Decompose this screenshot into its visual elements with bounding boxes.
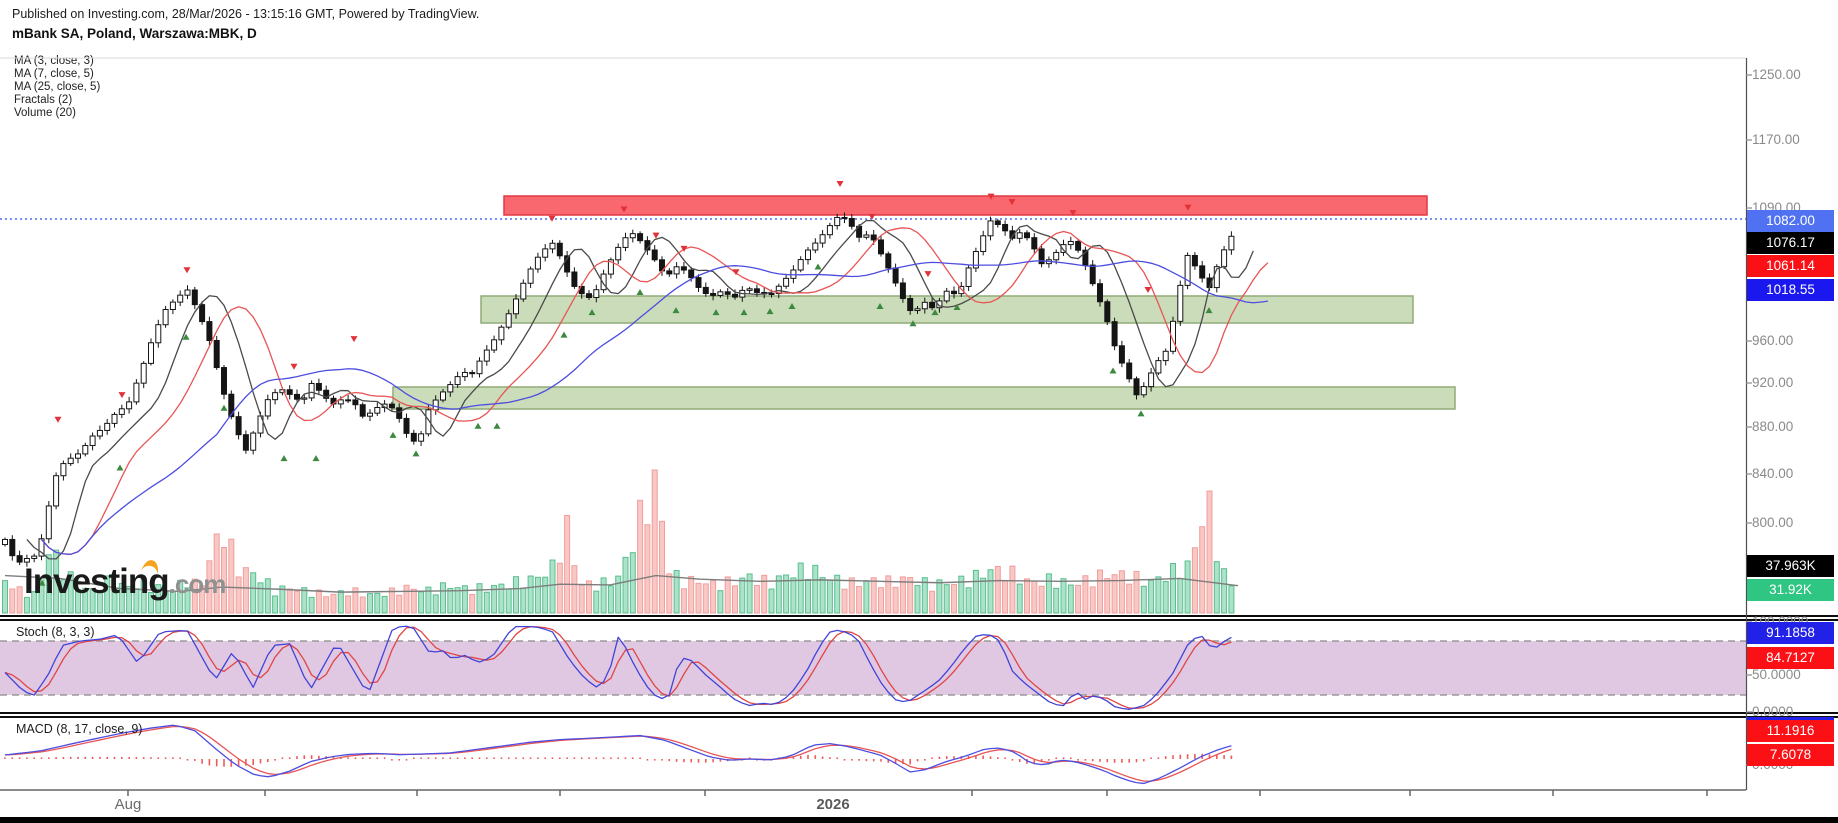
price-tick-label: 880.00 [1752,419,1794,434]
stoch-d-label: 84.7127 [1747,647,1834,669]
fractal-down-icon [412,450,420,457]
fractal-down-icon [1109,367,1117,374]
price-tick-label: 960.00 [1752,333,1794,348]
price-tick-label: 1170.00 [1752,132,1800,147]
ma25-price-label: 1018.55 [1747,279,1834,301]
fractal-up-icon [183,267,191,274]
fractal-down-icon [766,308,774,315]
volume-bars-group [2,469,1235,614]
price-tick-label: 50.0000 [1752,667,1801,682]
fractal-down-icon [220,404,228,411]
fractal-down-icon [740,309,748,316]
fractals-group [38,181,1213,586]
stoch-panel-label[interactable]: Stoch (8, 3, 3) [16,625,95,639]
price-tick-label: 0.0000 [1752,704,1794,719]
investing-logo-suffix: .com [168,569,227,599]
fractal-up-icon [290,363,298,370]
ma7-price-label: 1061.14 [1747,255,1834,277]
bottom-border-bar [0,817,1838,823]
fractal-down-icon [38,579,46,586]
macd-signal-label: 7.6078 [1747,744,1834,766]
volume-ma-label: 37.963K [1747,555,1834,577]
price-tick-label: 920.00 [1752,375,1794,390]
candles-group [2,212,1235,567]
published-line: Published on Investing.com, 28/Mar/2026 … [12,7,480,21]
fractal-down-icon [953,304,961,311]
fractal-up-icon [620,206,628,213]
price-tick-label: 840.00 [1752,466,1794,481]
time-axis-label: 2026 [816,796,850,813]
fractal-down-icon [280,455,288,462]
resistance-zone [503,195,1428,216]
price-tick-label: 800.00 [1752,515,1794,530]
fractal-down-icon [814,263,822,270]
ma-lines-group [26,219,1269,560]
fractal-down-icon [474,422,482,429]
volume-ma-line [4,574,1239,593]
stoch-lines-group [4,625,1232,710]
time-axis-label: Aug [114,796,142,813]
price-tick-label: 1250.00 [1752,67,1801,82]
fractal-up-icon [1008,199,1016,206]
stoch-k-label: 91.1858 [1747,622,1834,644]
fractal-down-icon [588,309,596,316]
investing-logo-text: Investing [24,562,170,601]
fractal-down-icon [636,289,644,296]
fractal-down-icon [1137,410,1145,417]
legend-item-fractals[interactable]: Fractals (2) [14,94,73,106]
fractal-down-icon [672,307,680,314]
fractal-up-icon [1069,210,1077,217]
fractal-up-icon [1184,204,1192,211]
fractal-up-icon [868,213,876,220]
macd-lines-group [4,724,1232,785]
fractal-up-icon [118,392,126,399]
chart-title: mBank SA, Poland, Warszawa:MBK, D [12,26,257,41]
fractal-down-icon [1205,307,1213,314]
macd-line-label: 11.1916 [1747,720,1834,742]
fractal-up-icon [732,269,740,276]
zones-group [392,195,1456,410]
fractal-down-icon [931,309,939,316]
fractal-down-icon [712,309,720,316]
investing-watermark: Investing.com [24,558,227,602]
legend-item-ma25[interactable]: MA (25, close, 5) [14,81,101,93]
fractal-down-icon [560,331,568,338]
fractal-up-icon [1144,286,1152,293]
alert-price-label: 1082.00 [1747,210,1834,232]
fractal-up-icon [924,271,932,278]
fractal-down-icon [116,464,124,471]
fractal-up-icon [548,215,556,222]
fractal-down-icon [909,320,917,327]
macd-panel-label[interactable]: MACD (8, 17, close, 9) [16,722,143,736]
support-zone [392,386,1456,410]
fractal-up-icon [836,181,844,188]
fractal-down-icon [788,303,796,310]
fractal-up-icon [680,245,688,252]
fractal-down-icon [312,455,320,462]
legend-item-ma7[interactable]: MA (7, close, 5) [14,68,94,80]
fractal-up-icon [350,336,358,343]
fractal-up-icon [54,416,62,423]
fractal-up-icon [987,193,995,200]
fractal-up-icon [652,232,660,239]
ma3-price-label: 1076.17 [1747,232,1834,254]
volume-label: 31.92K [1747,579,1834,601]
macd-histogram-group [4,753,1233,767]
fractal-down-icon [389,431,397,438]
fractal-down-icon [182,333,190,340]
legend-item-volume[interactable]: Volume (20) [14,107,77,119]
fractal-down-icon [876,303,884,310]
fractal-down-icon [493,422,501,429]
